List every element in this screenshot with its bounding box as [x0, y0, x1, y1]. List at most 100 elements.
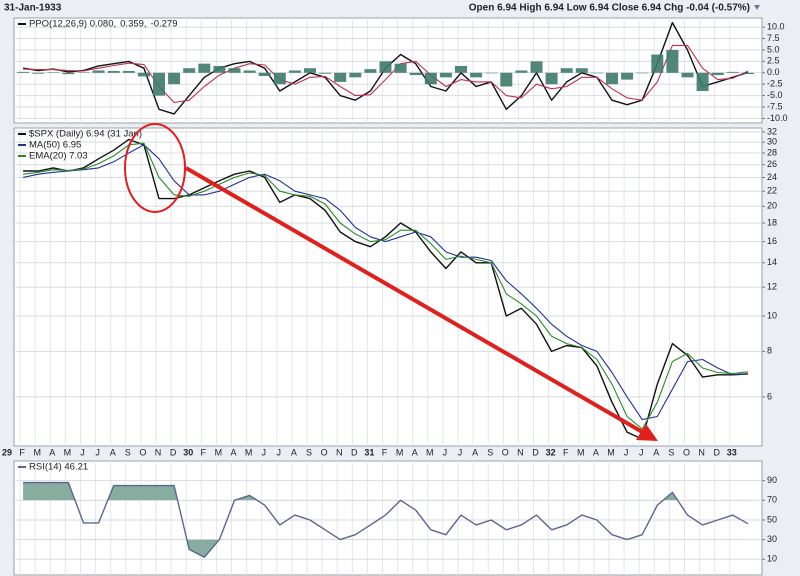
y-tick-label: 50 — [767, 514, 777, 524]
histogram-bar — [439, 72, 452, 78]
x-tick-label: A — [49, 447, 55, 457]
rsi-oversold-fill — [23, 539, 748, 558]
plot-area — [22, 138, 748, 440]
histogram-bar — [409, 72, 422, 76]
x-tick-label: D — [532, 447, 539, 457]
x-tick-label: J — [624, 447, 629, 457]
y-tick-label: 30 — [767, 137, 777, 147]
x-tick-label: 32 — [546, 447, 556, 457]
series-line — [23, 44, 749, 104]
histogram-bar — [288, 70, 301, 73]
series-line — [22, 144, 748, 421]
y-tick-label: 90 — [767, 475, 777, 485]
x-tick-label: O — [502, 447, 509, 457]
histogram-bar — [364, 69, 377, 73]
histogram-bar — [606, 72, 618, 85]
x-tick-label: F — [563, 447, 569, 457]
x-tick-label: M — [245, 447, 253, 457]
histogram-bar — [455, 65, 467, 73]
x-tick-label: J — [95, 447, 100, 457]
x-tick-label: J — [458, 447, 463, 457]
x-tick-label: N — [155, 447, 162, 457]
x-tick-label: M — [33, 447, 41, 457]
y-tick-label: 0.0 — [767, 67, 780, 77]
plot-area — [23, 481, 749, 558]
x-tick-label: M — [215, 447, 223, 457]
x-tick-label: J — [277, 447, 282, 457]
highlight-ellipse — [124, 123, 186, 213]
y-tick-label: 10 — [767, 310, 777, 320]
histogram-bar — [153, 72, 165, 96]
y-tick-label: 30 — [767, 534, 777, 544]
y-tick-label: -2.5 — [767, 79, 783, 89]
x-tick-label: O — [321, 447, 328, 457]
histogram-bar — [319, 72, 332, 74]
x-tick-label: M — [426, 447, 434, 457]
histogram-bar — [636, 72, 649, 74]
y-tick-label: 10 — [767, 554, 777, 564]
trend-arrow — [184, 166, 646, 435]
x-tick-label: 30 — [183, 447, 193, 457]
x-tick-label: O — [683, 447, 690, 457]
legend-label: PPO(12,26,9) 0.080, — [29, 19, 116, 30]
x-tick-label: 29 — [2, 447, 12, 457]
histogram-bar — [334, 72, 347, 82]
histogram-bar — [258, 72, 271, 76]
quote-label: Open 6.94 High 6.94 Low 6.94 Close 6.94 … — [469, 3, 750, 14]
y-tick-label: 32 — [767, 126, 777, 136]
x-tick-label: D — [713, 447, 720, 457]
histogram-bar — [349, 72, 362, 78]
y-tick-label: -10.0 — [767, 113, 788, 123]
x-tick-label: A — [110, 447, 116, 457]
histogram-bar — [228, 68, 241, 73]
histogram-bar — [711, 72, 724, 76]
y-tick-label: 18 — [767, 217, 777, 227]
histogram-bar — [17, 71, 30, 73]
x-tick-label: S — [125, 447, 131, 457]
histogram-bar — [530, 61, 543, 73]
dropdown-arrow[interactable] — [754, 5, 760, 10]
x-tick-label: 31 — [364, 447, 374, 457]
histogram-bar — [681, 72, 694, 78]
x-tick-label: J — [639, 447, 644, 457]
x-tick-label: M — [577, 447, 585, 457]
x-tick-label: A — [230, 447, 236, 457]
histogram-bar — [198, 63, 211, 73]
histogram-bar — [304, 68, 316, 73]
y-tick-label: 20 — [767, 201, 777, 211]
x-tick-label: J — [80, 447, 85, 457]
y-tick-label: 22 — [767, 186, 777, 196]
y-tick-label: -5.0 — [767, 90, 783, 100]
x-tick-label: D — [170, 447, 177, 457]
series-line — [23, 142, 748, 430]
y-tick-label: 24 — [767, 172, 777, 182]
y-tick-label: 7.5 — [767, 33, 780, 43]
series-line — [23, 481, 749, 558]
x-tick-label: N — [336, 447, 343, 457]
x-tick-label: M — [396, 447, 404, 457]
histogram-bar — [32, 72, 45, 74]
x-tick-label: N — [698, 447, 705, 457]
legend-label: RSI(14) 46.21 — [29, 462, 88, 473]
histogram-bar — [515, 70, 528, 73]
histogram-bar — [741, 72, 754, 75]
y-tick-label: -7.5 — [767, 101, 783, 111]
y-tick-label: 8 — [767, 346, 772, 356]
histogram-bar — [92, 70, 105, 73]
x-tick-label: M — [607, 447, 615, 457]
y-tick-label: 5.0 — [767, 44, 780, 54]
x-tick-label: O — [139, 447, 146, 457]
histogram-bar — [77, 72, 90, 73]
y-tick-label: 2.5 — [767, 56, 780, 66]
x-tick-label: S — [668, 447, 674, 457]
x-tick-label: A — [593, 447, 599, 457]
rsi-overbought-fill — [23, 482, 748, 501]
x-tick-label: F — [201, 447, 207, 457]
histogram-bar — [107, 70, 120, 73]
date-label: 31-Jan-1933 — [4, 3, 62, 14]
panels: 10.07.55.0 2.50.0 -2.5-5.0-7.5 -10.0 PPO(12,… — [2, 17, 788, 576]
histogram-bar — [273, 72, 286, 85]
histogram-bar — [213, 65, 226, 73]
